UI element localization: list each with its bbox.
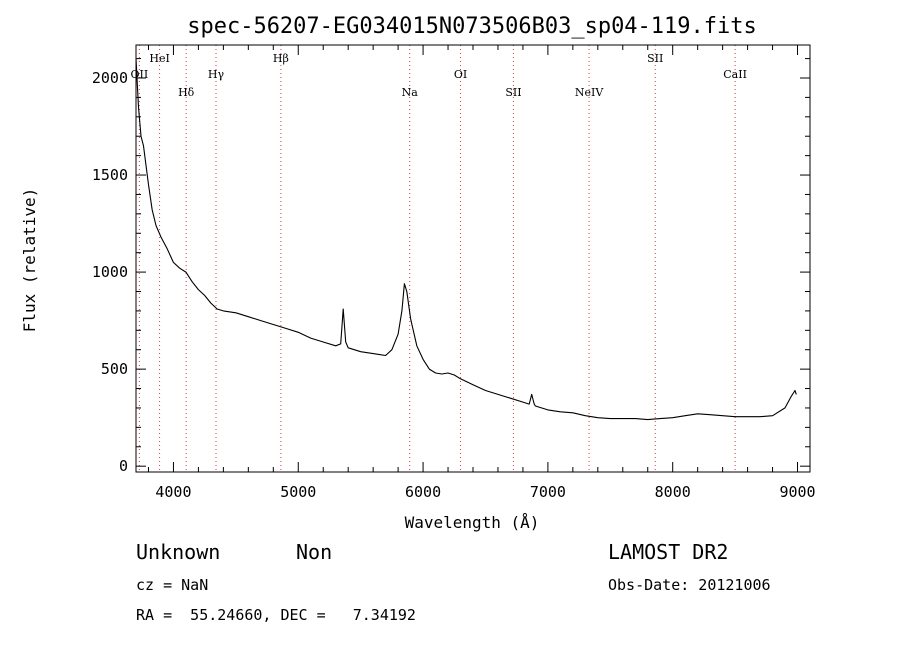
chart-title: spec-56207-EG034015N073506B03_sp04-119.f… (187, 14, 757, 39)
x-tick-label: 7000 (530, 483, 566, 501)
axes: 4000 5000 6000 7000 8000 9000 0 500 1000 1500 2000 (92, 44, 816, 501)
plot-frame (135, 44, 811, 473)
line-marker-label: Hδ (178, 86, 195, 99)
coordinates: RA = 55.24660, DEC = 7.34192 (136, 606, 416, 624)
object-class: Unknown (136, 540, 221, 564)
redshift-text: cz = NaN (136, 576, 209, 594)
y-tick-label: 1500 (92, 166, 128, 184)
y-axis-label: Flux (relative) (20, 188, 39, 333)
x-tick-label: 8000 (655, 483, 691, 501)
line-marker-label: OI (454, 68, 467, 81)
line-marker-label: NeIV (575, 86, 604, 99)
x-tick-label: 9000 (779, 483, 815, 501)
x-tick-label: 4000 (155, 483, 191, 501)
y-tick-label: 2000 (92, 69, 128, 87)
y-tick-label: 500 (101, 360, 128, 378)
line-marker-label: Hβ (273, 52, 289, 65)
y-tick-label: 1000 (92, 263, 128, 281)
line-marker-label: SII (505, 86, 521, 99)
line-marker-label: Hγ (208, 68, 225, 81)
spectrum-line (135, 58, 797, 421)
x-tick-label: 5000 (280, 483, 316, 501)
y-tick-label: 0 (119, 457, 128, 475)
line-marker-label: HeI (149, 52, 169, 65)
survey-name: LAMOST DR2 (608, 540, 729, 564)
obs-date: Obs-Date: 20121006 (608, 576, 771, 594)
series-layer (135, 58, 797, 421)
x-axis-label: Wavelength (Å) (405, 513, 540, 532)
line-marker-label: Na (402, 86, 419, 99)
x-tick-label: 6000 (405, 483, 441, 501)
line-marker-label: SII (647, 52, 663, 65)
line-marker-label: CaII (723, 68, 747, 81)
object-subclass: Non (296, 540, 333, 564)
line-marker-label: OII (131, 68, 149, 81)
